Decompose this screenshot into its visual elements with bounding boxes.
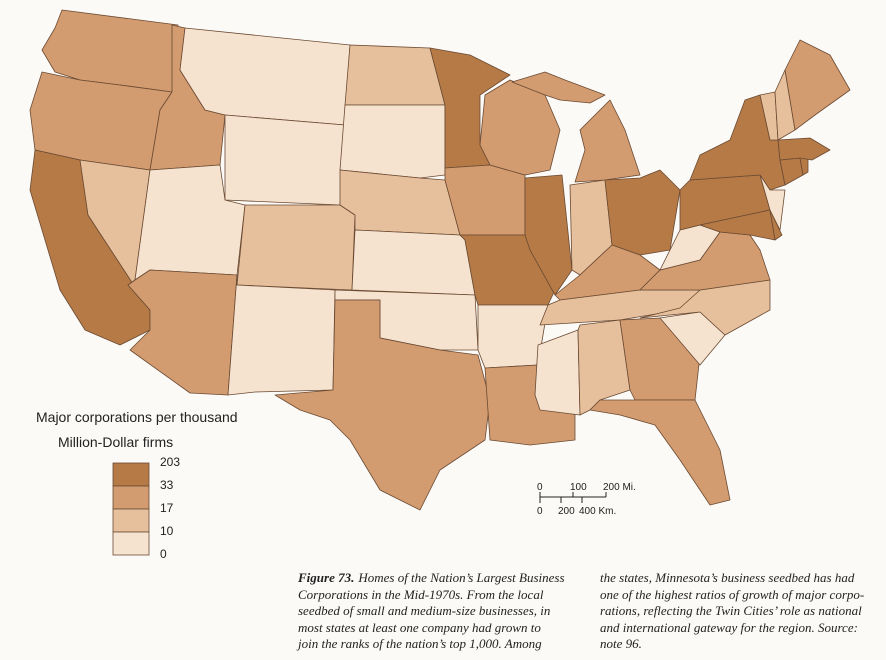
caption-line: seedbed of small and medium-size busines… <box>298 603 565 620</box>
caption-line: one of the highest ratios of growth of m… <box>600 587 864 604</box>
state <box>351 229 476 296</box>
state <box>227 274 336 396</box>
legend-swatch <box>112 508 150 533</box>
state <box>534 329 581 416</box>
scale-label: 100 <box>570 482 587 493</box>
legend-label: 0 <box>160 547 167 561</box>
state <box>444 164 526 236</box>
caption-line: the states, Minnesota’s business seedbed… <box>600 570 864 587</box>
caption-text: most states at least one company had gro… <box>298 619 541 635</box>
caption-line: rations, reflecting the Twin Cities’ rol… <box>600 603 864 620</box>
caption-line: and international gateway for the region… <box>600 620 864 637</box>
state <box>699 209 776 241</box>
state <box>777 137 831 161</box>
caption-column: the states, Minnesota’s business seedbed… <box>600 570 864 653</box>
caption-column: Figure 73. Homes of the Nation’s Largest … <box>298 570 565 653</box>
state <box>344 44 446 106</box>
state <box>236 204 356 291</box>
legend-label: 10 <box>160 524 174 538</box>
legend-label: 33 <box>160 478 174 492</box>
caption-text: and international gateway for the region… <box>600 619 858 635</box>
caption-line: Figure 73. Homes of the Nation’s Largest … <box>298 570 565 587</box>
caption-text: one of the highest ratios of growth of m… <box>600 586 865 602</box>
scale-label: 200 <box>558 506 575 517</box>
legend-swatch <box>112 485 150 510</box>
state <box>784 39 851 131</box>
caption-text: seedbed of small and medium-size busines… <box>298 603 551 618</box>
state <box>179 27 351 126</box>
state <box>589 399 731 506</box>
caption-text: join the ranks of the nation’s top 1,000… <box>298 636 542 651</box>
scale-label: 400 Km. <box>579 506 616 517</box>
legend-label: 17 <box>160 501 174 515</box>
legend-label: 203 <box>160 455 180 469</box>
caption-line: Corporations in the Mid-1970s. From the … <box>298 587 565 604</box>
state <box>759 174 786 231</box>
states <box>29 9 851 511</box>
caption-text: rations, reflecting the Twin Cities’ rol… <box>600 603 862 618</box>
figure-label: Figure 73. <box>298 570 355 585</box>
caption-text: Corporations in the Mid-1970s. From the … <box>298 586 544 602</box>
legend-swatch <box>112 462 150 487</box>
state <box>274 299 491 511</box>
legend-title: Major corporations per thousand <box>36 409 238 425</box>
state <box>639 279 771 336</box>
caption-text: note 96. <box>600 636 642 651</box>
state <box>574 99 641 183</box>
caption-text: the states, Minnesota’s business seedbed… <box>600 570 855 585</box>
scale-bar: 0 100 200 Mi. 0 200 400 Km. <box>537 482 636 517</box>
state <box>511 71 606 104</box>
scale-label: 0 <box>537 482 543 493</box>
caption-line: note 96. <box>600 636 864 653</box>
state <box>224 114 346 206</box>
legend-swatch <box>112 531 150 556</box>
state <box>339 104 446 179</box>
legend: 203 33 17 10 0 <box>112 455 180 561</box>
caption-text: Homes of the Nation’s Largest Business <box>358 570 565 585</box>
caption-line: most states at least one company had gro… <box>298 620 565 637</box>
state <box>339 169 461 236</box>
legend-title: Million-Dollar firms <box>58 434 174 450</box>
state <box>604 169 681 256</box>
scale-label: 200 Mi. <box>603 482 636 493</box>
caption-line: join the ranks of the nation’s top 1,000… <box>298 636 565 653</box>
scale-label: 0 <box>537 506 543 517</box>
